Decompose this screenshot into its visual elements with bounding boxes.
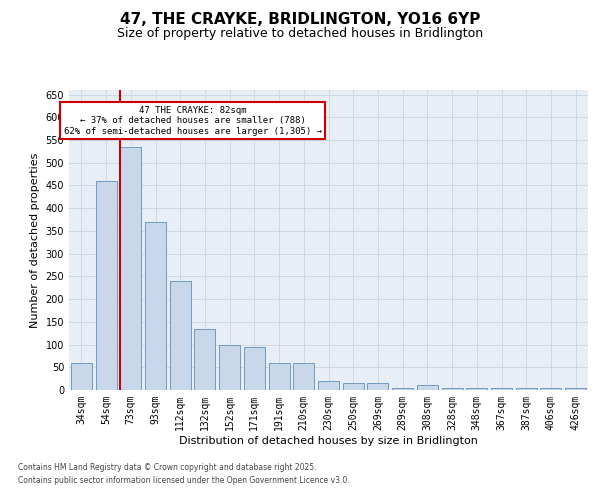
Bar (194, 328, 215, 390)
Bar (293, 362, 314, 390)
Bar (170, 281, 191, 390)
Bar (565, 388, 586, 390)
Bar (491, 388, 512, 390)
Bar (417, 386, 438, 390)
Text: 47, THE CRAYKE, BRIDLINGTON, YO16 6YP: 47, THE CRAYKE, BRIDLINGTON, YO16 6YP (120, 12, 480, 28)
Bar (318, 381, 339, 390)
X-axis label: Distribution of detached houses by size in Bridlington: Distribution of detached houses by size … (179, 436, 478, 446)
Bar (392, 388, 413, 390)
Bar (367, 383, 388, 390)
Y-axis label: Number of detached properties: Number of detached properties (30, 152, 40, 328)
Text: Contains public sector information licensed under the Open Government Licence v3: Contains public sector information licen… (18, 476, 350, 485)
Bar (466, 388, 487, 390)
Bar (145, 222, 166, 390)
Bar (541, 388, 562, 390)
Text: 47 THE CRAYKE: 82sqm
← 37% of detached houses are smaller (788)
62% of semi-deta: 47 THE CRAYKE: 82sqm ← 37% of detached h… (64, 106, 322, 136)
Text: Size of property relative to detached houses in Bridlington: Size of property relative to detached ho… (117, 28, 483, 40)
Bar (71, 362, 92, 390)
Text: Contains HM Land Registry data © Crown copyright and database right 2025.: Contains HM Land Registry data © Crown c… (18, 462, 317, 471)
Bar (120, 147, 141, 390)
Bar (269, 362, 290, 390)
Bar (442, 388, 463, 390)
Bar (244, 347, 265, 390)
Bar (95, 181, 116, 390)
Bar (219, 344, 240, 390)
Bar (343, 383, 364, 390)
Bar (516, 388, 537, 390)
